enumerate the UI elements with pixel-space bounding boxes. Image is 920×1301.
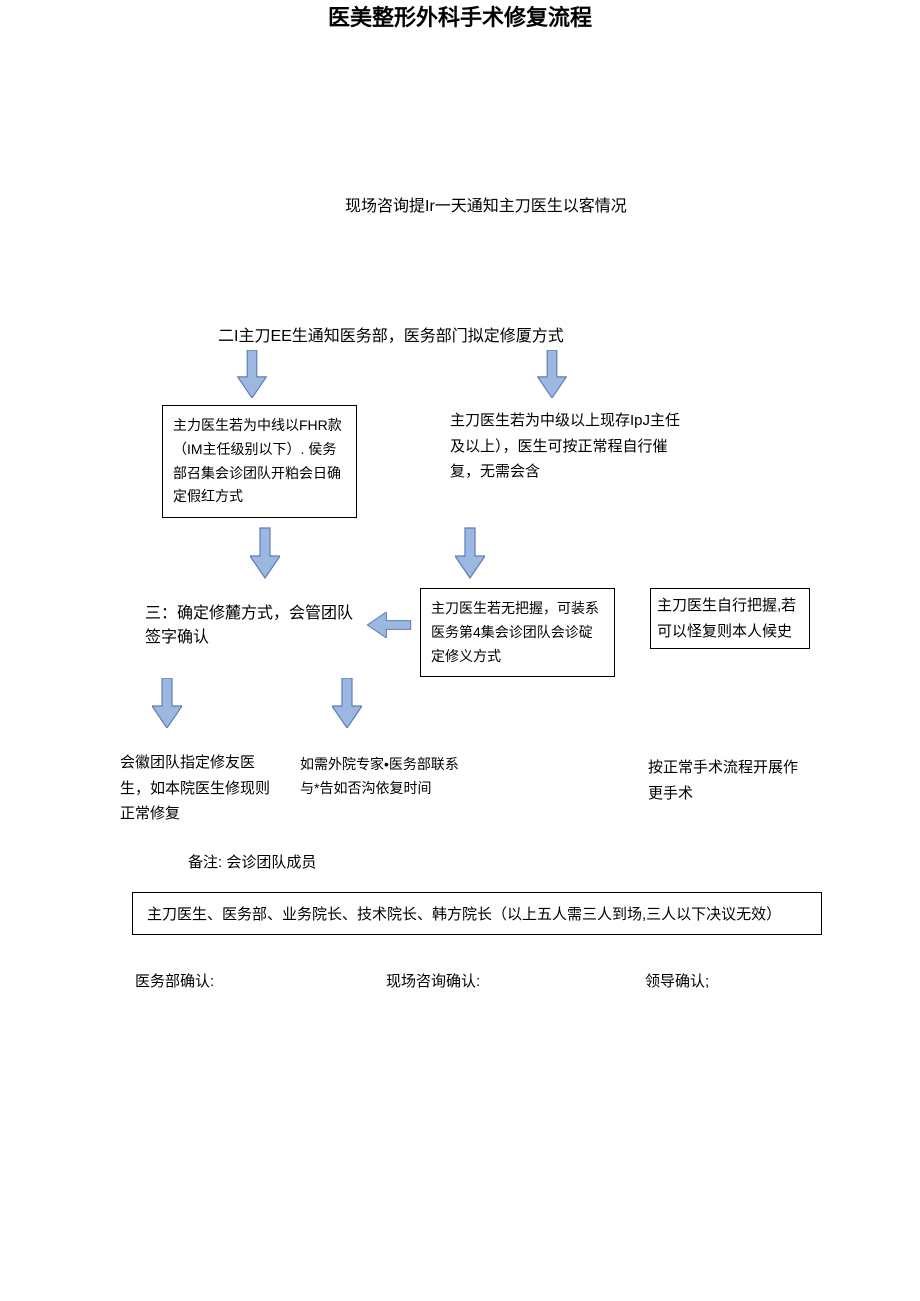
arrow-down-icon (152, 678, 182, 728)
page-title: 医美整形外科手术修复流程 (0, 0, 920, 32)
arrow-left-icon (364, 612, 414, 638)
terminal-normal-surgery: 按正常手术流程开展作更手术 (648, 755, 808, 806)
box-self-handle: 主刀医生自行把握,若可以怪复则本人候史 (650, 588, 810, 649)
sig-leader: 领导确认; (645, 970, 709, 991)
box-senior-doctor: 主刀医生若为中级以上现存IpJ主任及以上），医生可按正常程自行催复，无需会含 (450, 408, 685, 485)
footer-members-box: 主刀医生、医务部、业务院长、技术院长、韩方院长（以上五人需三人到场,三人以下决议… (132, 892, 822, 935)
step-two: 二I主刀EE生通知医务部，医务部门拟定修厦方式 (218, 325, 778, 349)
arrow-down-icon (237, 350, 267, 398)
sig-onsite: 现场咨询确认: (386, 970, 480, 991)
arrow-down-icon (537, 350, 567, 398)
terminal-external-expert: 如需外院专家•医务部联系与*告如否沟依复时间 (300, 753, 460, 801)
arrow-down-icon (332, 678, 362, 728)
step-one: 现场咨询提Ir一天通知主刀医生以客情况 (345, 195, 845, 219)
arrow-down-icon (455, 524, 485, 582)
sig-dept: 医务部确认: (135, 970, 214, 991)
arrow-down-icon (250, 524, 280, 582)
box-consult-team: 主刀医生若无把握，可装系医务第4集会诊团队会诊碇定修义方式 (420, 588, 615, 677)
step-three: 三：确定修麓方式，会管团队签字确认 (145, 602, 360, 650)
box-mid-level-doctor: 主力医生若为中线以FHR款（IM主任级别以下）. 侯务部召集会诊团队开粕会日确定… (162, 405, 357, 518)
note-label: 备注: 会诊团队成员 (188, 851, 316, 872)
terminal-assign-doctor: 会徽团队指定修友医生，如本院医生修现则正常修复 (120, 750, 280, 827)
